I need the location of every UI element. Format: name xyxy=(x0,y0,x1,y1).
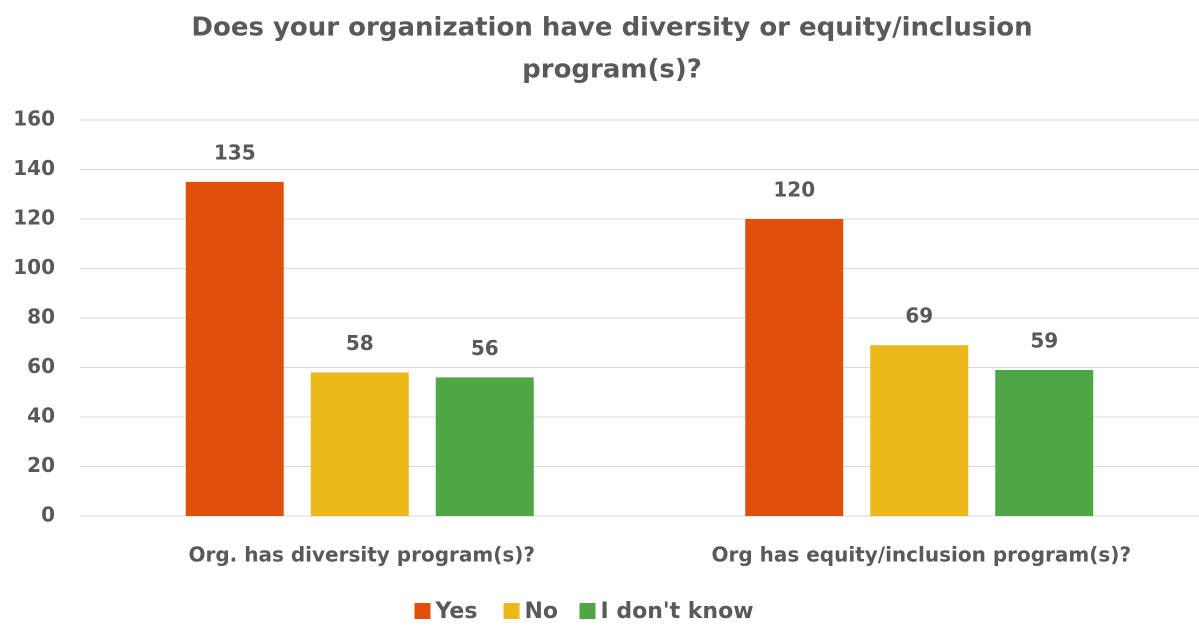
value-label: 135 xyxy=(214,140,256,164)
x-tick-label: Org has equity/inclusion program(s)? xyxy=(711,543,1131,567)
y-tick-label: 160 xyxy=(13,107,55,131)
bar xyxy=(310,372,409,516)
y-tick-label: 60 xyxy=(27,354,55,378)
legend-label: I don't know xyxy=(601,599,754,624)
bar xyxy=(870,345,969,516)
y-tick-label: 80 xyxy=(27,305,55,329)
chart-title: Does your organization have diversity or… xyxy=(191,13,1032,43)
y-tick-label: 20 xyxy=(27,453,55,477)
y-tick-label: 100 xyxy=(13,255,55,279)
value-label: 120 xyxy=(773,178,815,202)
y-tick-label: 120 xyxy=(13,206,55,230)
x-tick-label: Org. has diversity program(s)? xyxy=(188,543,535,567)
legend-swatch xyxy=(414,603,431,619)
value-label: 58 xyxy=(346,331,374,355)
legend-label: Yes xyxy=(435,599,478,624)
bar xyxy=(185,181,284,516)
legend-swatch xyxy=(579,603,596,619)
y-tick-label: 140 xyxy=(13,156,55,180)
bar xyxy=(745,219,844,516)
value-label: 69 xyxy=(905,304,933,328)
bar xyxy=(435,377,534,516)
chart-title: program(s)? xyxy=(522,55,702,85)
value-label: 56 xyxy=(471,336,499,360)
legend-swatch xyxy=(503,603,520,619)
legend-label: No xyxy=(525,599,559,624)
y-tick-label: 0 xyxy=(41,503,55,527)
bar xyxy=(995,369,1094,516)
value-label: 59 xyxy=(1030,328,1058,352)
y-tick-label: 40 xyxy=(27,404,55,428)
